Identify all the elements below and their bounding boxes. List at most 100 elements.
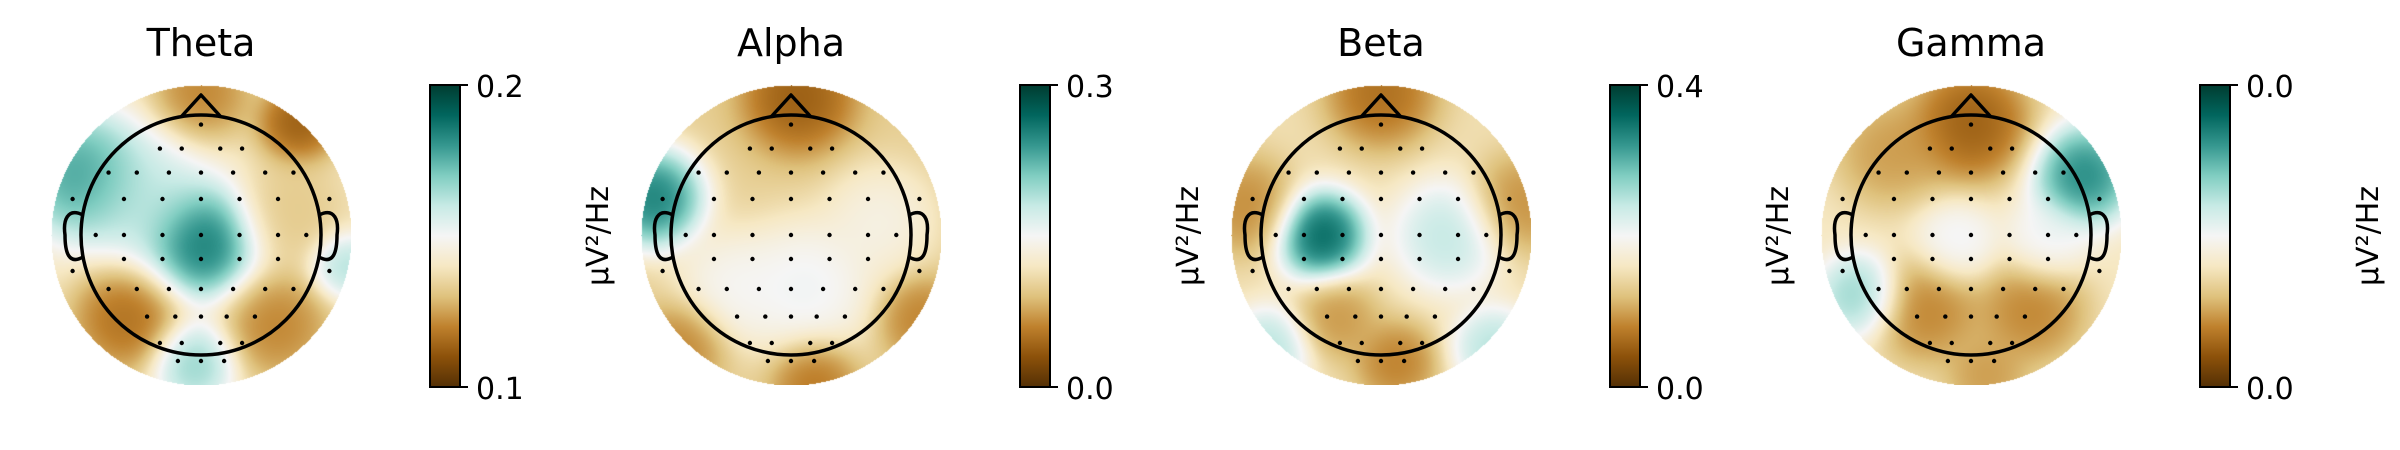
electrode-dot <box>1417 256 1422 262</box>
electrode-dot <box>275 256 281 262</box>
colorbar-max-label: 0.0 <box>2246 70 2294 105</box>
electrode-dot <box>1359 146 1364 151</box>
electrode-dot <box>827 196 832 202</box>
electrode-dot <box>1340 196 1345 202</box>
electrodes <box>1840 122 2102 364</box>
colorbar-min-label: 0.0 <box>1656 372 1704 407</box>
electrode-dot <box>820 170 826 175</box>
electrode-dot <box>1891 232 1897 238</box>
electrode-dot <box>1471 286 1476 292</box>
electrode-dot <box>1314 286 1320 292</box>
electrode-dot <box>1378 314 1384 319</box>
electrode-dot <box>2061 286 2066 292</box>
electrode-dot <box>1876 286 1881 292</box>
electrode-dot <box>1904 286 1910 292</box>
electrode-dot <box>1286 286 1291 292</box>
electrode-dot <box>70 268 75 274</box>
electrode-dot <box>179 146 184 151</box>
electrode-dot <box>1250 268 1255 274</box>
electrode-dot <box>2033 170 2038 175</box>
electrode-dot <box>1927 340 1933 346</box>
electrode-dot <box>121 196 127 202</box>
electrode-dot <box>829 146 835 151</box>
electrode-dot <box>788 314 794 319</box>
electrode-dot <box>218 146 223 151</box>
electrode-dot <box>230 170 236 175</box>
electrode-dot <box>2045 256 2051 262</box>
electrodes <box>1250 122 1512 364</box>
electrode-dot <box>788 286 794 292</box>
electrode-dot <box>747 340 753 346</box>
electrode-dot <box>198 122 204 127</box>
electrode-dot <box>166 286 172 292</box>
electrode-dot <box>304 232 309 238</box>
electrode-dot <box>1378 232 1384 238</box>
topomap-panel-gamma: Gamma 0.0 0.0 µV²/Hz <box>1821 21 2386 407</box>
electrode-dot <box>1337 340 1343 346</box>
electrode-dot <box>808 146 813 151</box>
right-ear <box>318 211 340 262</box>
electrode-dot <box>711 232 717 238</box>
electrode-dot <box>1876 170 1881 175</box>
electrode-dot <box>1968 314 1974 319</box>
electrode-dot <box>750 196 755 202</box>
electrode-dot <box>1968 256 1974 262</box>
electrode-dot <box>1340 232 1345 238</box>
electrode-dot <box>756 170 762 175</box>
panel-title: Alpha <box>737 21 845 65</box>
electrode-dot <box>134 170 139 175</box>
electrode-dot <box>660 196 665 202</box>
electrode-dot <box>1346 286 1352 292</box>
electrode-dot <box>711 196 717 202</box>
electrode-dot <box>2074 232 2079 238</box>
electrode-dot <box>842 314 848 319</box>
head-outline <box>1849 113 2093 357</box>
electrode-dot <box>1936 286 1942 292</box>
electrode-dot <box>198 358 204 364</box>
electrode-dot <box>1443 170 1448 175</box>
electrode-dot <box>160 232 165 238</box>
electrode-dot <box>1968 122 1974 127</box>
electrode-dot <box>1930 196 1935 202</box>
electrode-dot <box>237 196 242 202</box>
colorbar-bar <box>2199 84 2231 388</box>
electrode-dot <box>724 170 729 175</box>
electrode-dot <box>1968 358 1974 364</box>
topomap-panel-theta: Theta 0.2 0.1 µV²/Hz <box>51 21 616 407</box>
electrode-dot <box>1301 196 1307 202</box>
electrode-dot <box>820 286 826 292</box>
electrode-dot <box>198 232 204 238</box>
nose <box>1359 93 1403 119</box>
electrode-dot <box>660 268 665 274</box>
electrode-dot <box>1968 170 1974 175</box>
electrode-dot <box>853 170 858 175</box>
electrode-dot <box>198 170 204 175</box>
left-ear <box>62 211 84 262</box>
electrode-dot <box>1378 286 1384 292</box>
electrode-dot <box>696 286 701 292</box>
nose <box>1949 93 1993 119</box>
electrode-dot <box>881 170 886 175</box>
electrode-dot <box>1455 256 1461 262</box>
electrode-dot <box>160 196 165 202</box>
electrode-dot <box>2009 146 2015 151</box>
electrode-dot <box>2000 170 2006 175</box>
topomap-panel-beta: Beta 0.4 0.0 µV²/Hz <box>1231 21 1796 407</box>
electrode-dot <box>1455 196 1461 202</box>
electrode-dot <box>237 232 242 238</box>
electrode-dot <box>917 196 922 202</box>
electrode-dot <box>1346 170 1352 175</box>
electrode-dot <box>1949 146 1954 151</box>
electrode-dot <box>769 146 774 151</box>
colorbar-min-label: 0.0 <box>2246 372 2294 407</box>
electrode-dot <box>1355 358 1361 364</box>
colorbar-unit-label: µV²/Hz <box>1171 186 1206 286</box>
colorbar-min-label: 0.0 <box>1066 372 1114 407</box>
electrode-dot <box>811 358 817 364</box>
colorbar: 0.0 0.0 µV²/Hz <box>2199 70 2386 407</box>
topomap-panel-alpha: Alpha 0.3 0.0 µV²/Hz <box>641 21 1206 407</box>
electrodes <box>70 122 332 364</box>
electrode-dot <box>1904 170 1910 175</box>
electrode-dot <box>2045 196 2051 202</box>
